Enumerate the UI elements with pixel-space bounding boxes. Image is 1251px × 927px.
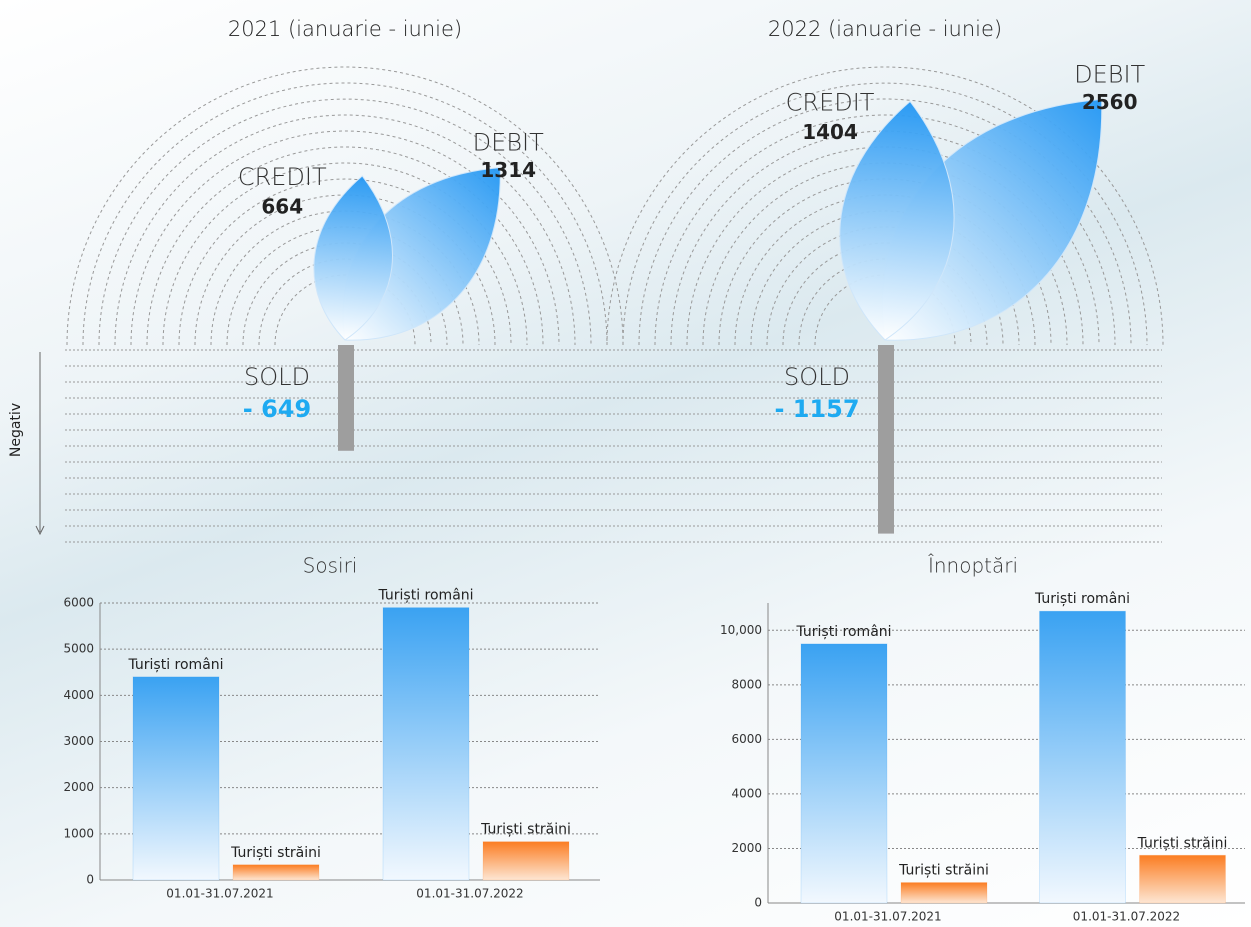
y-tick-label: 8000: [731, 677, 762, 691]
axis-label: Negativ: [8, 403, 24, 457]
x-tick-label: 01.01-31.07.2022: [1073, 910, 1180, 924]
y-tick-label: 6000: [731, 732, 762, 746]
sold-value: - 649: [243, 395, 311, 423]
chart-title: Înnoptări: [928, 554, 1018, 578]
infographic: Negativ2021 (ianuarie - iunie)DEBIT1314C…: [0, 0, 1251, 927]
bar: [901, 883, 987, 903]
debit-label: DEBIT: [1074, 60, 1145, 88]
y-tick-label: 0: [86, 873, 94, 887]
y-tick-label: 0: [754, 896, 762, 910]
sold-label: SOLD: [784, 363, 850, 391]
panel-title: 2021 (ianuarie - iunie): [228, 17, 462, 41]
bar-label: Turiști români: [1034, 591, 1130, 607]
bar-label: Turiști străini: [898, 863, 989, 879]
debit-value: 2560: [1082, 90, 1138, 114]
y-tick-label: 10,000: [720, 623, 762, 637]
bar: [133, 677, 219, 880]
bar-label: Turiști români: [127, 657, 223, 673]
debit-label: DEBIT: [473, 129, 544, 157]
credit-label: CREDIT: [238, 163, 327, 191]
x-tick-label: 01.01-31.07.2022: [416, 887, 523, 901]
sold-value: - 1157: [774, 395, 859, 423]
y-tick-label: 5000: [63, 642, 94, 656]
y-tick-label: 6000: [63, 596, 94, 610]
bar: [1040, 611, 1126, 903]
credit-value: 664: [261, 194, 303, 218]
debit-value: 1314: [480, 158, 536, 182]
credit-value: 1404: [802, 120, 858, 144]
sold-bar: [338, 345, 354, 451]
bar: [801, 644, 887, 903]
sold-label: SOLD: [244, 363, 310, 391]
y-tick-label: 3000: [63, 734, 94, 748]
credit-label: CREDIT: [786, 89, 875, 117]
bar: [383, 608, 469, 880]
bar-label: Turiști români: [795, 624, 891, 640]
x-tick-label: 01.01-31.07.2021: [166, 887, 273, 901]
y-tick-label: 2000: [731, 841, 762, 855]
chart-title: Sosiri: [303, 554, 358, 578]
bar: [1140, 855, 1226, 903]
bar: [233, 865, 319, 880]
bar-label: Turiști străini: [230, 845, 321, 861]
y-tick-label: 2000: [63, 780, 94, 794]
bar-label: Turiști străini: [480, 822, 571, 838]
bar: [483, 842, 569, 880]
bar-label: Turiști străini: [1137, 835, 1228, 851]
panel-title: 2022 (ianuarie - iunie): [768, 17, 1002, 41]
x-tick-label: 01.01-31.07.2021: [834, 910, 941, 924]
y-tick-label: 4000: [731, 786, 762, 800]
y-tick-label: 4000: [63, 688, 94, 702]
sold-bar: [878, 345, 894, 534]
y-tick-label: 1000: [63, 826, 94, 840]
bar-label: Turiști români: [377, 588, 473, 604]
